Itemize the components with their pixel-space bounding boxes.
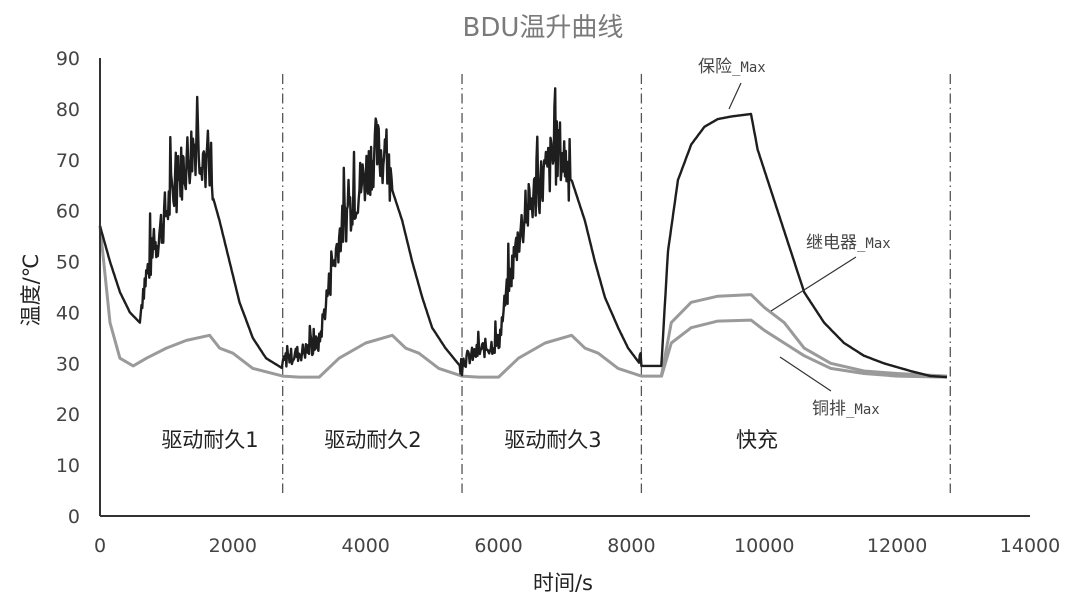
- x-tick-label: 10000: [734, 535, 794, 557]
- y-tick-label: 30: [56, 353, 80, 375]
- x-tick-label: 4000: [342, 535, 390, 557]
- y-tick-label: 60: [56, 201, 80, 223]
- x-tick-label: 8000: [607, 535, 655, 557]
- x-axis-ticks: 0 2000 4000 6000 8000 10000 12000 14000: [94, 535, 1060, 557]
- callout-leader-relay: [770, 256, 857, 312]
- y-tick-label: 50: [56, 252, 80, 274]
- y-axis-label: 温度/℃: [19, 254, 43, 327]
- y-tick-label: 90: [56, 48, 80, 70]
- x-tick-label: 6000: [474, 535, 522, 557]
- phase-label-drive-3: 驱动耐久3: [504, 428, 601, 452]
- callout-fuse: 保险_Max: [698, 57, 766, 77]
- callout-busbar: 铜排_Max: [812, 399, 880, 419]
- series-line-fuse: [98, 87, 948, 379]
- x-axis-label: 时间/s: [533, 571, 593, 595]
- callout-relay: 继电器_Max: [806, 233, 891, 253]
- x-tick-label: 14000: [1000, 535, 1060, 557]
- y-tick-label: 80: [56, 99, 80, 121]
- phase-label-fast-charge: 快充: [736, 428, 778, 452]
- callout-leader-busbar: [779, 356, 832, 392]
- callout-leader-fuse: [728, 82, 742, 110]
- phase-dividers: [282, 74, 951, 493]
- series-line-busbar: [659, 318, 948, 379]
- series-line-relay: [98, 225, 948, 379]
- plot-series: [98, 87, 948, 379]
- y-tick-label: 10: [56, 455, 80, 477]
- y-tick-label: 20: [56, 404, 80, 426]
- phase-label-drive-2: 驱动耐久2: [324, 428, 421, 452]
- y-tick-label: 40: [56, 302, 80, 324]
- x-tick-label: 2000: [209, 535, 257, 557]
- chart-title: BDU温升曲线: [463, 13, 624, 43]
- x-tick-label: 0: [94, 535, 106, 557]
- y-tick-label: 70: [56, 150, 80, 172]
- y-tick-label: 0: [68, 506, 80, 528]
- x-tick-label: 12000: [867, 535, 927, 557]
- y-axis-ticks: 0 10 20 30 40 50 60 70 80 90: [56, 48, 80, 528]
- phase-label-drive-1: 驱动耐久1: [161, 428, 258, 452]
